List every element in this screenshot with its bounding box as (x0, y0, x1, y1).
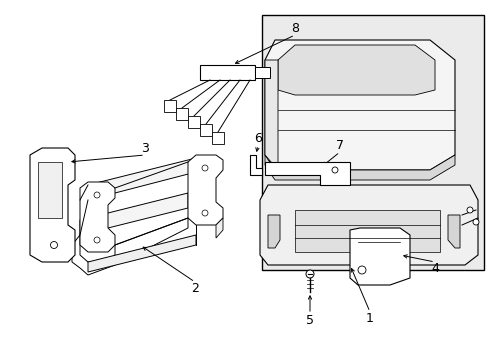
Circle shape (202, 165, 207, 171)
Circle shape (94, 192, 100, 198)
Circle shape (305, 270, 313, 278)
Polygon shape (80, 182, 115, 252)
Polygon shape (264, 40, 454, 170)
Text: 3: 3 (141, 141, 149, 154)
Text: 2: 2 (191, 282, 199, 294)
Circle shape (94, 237, 100, 243)
Polygon shape (447, 215, 459, 248)
Polygon shape (187, 116, 200, 128)
Circle shape (472, 219, 478, 225)
Text: 6: 6 (254, 131, 262, 144)
Polygon shape (163, 100, 176, 112)
Polygon shape (176, 108, 187, 120)
Polygon shape (264, 155, 454, 180)
Polygon shape (294, 210, 439, 252)
Polygon shape (254, 67, 269, 78)
Text: 5: 5 (305, 314, 313, 327)
Polygon shape (200, 124, 212, 136)
Circle shape (331, 167, 337, 173)
Polygon shape (88, 235, 196, 272)
Text: 4: 4 (430, 261, 438, 274)
Polygon shape (80, 193, 187, 235)
Text: 1: 1 (366, 311, 373, 324)
Polygon shape (278, 45, 434, 95)
Polygon shape (267, 215, 280, 248)
Circle shape (202, 210, 207, 216)
Polygon shape (262, 15, 483, 270)
Polygon shape (216, 218, 223, 238)
Polygon shape (264, 162, 349, 185)
Text: 8: 8 (290, 22, 298, 35)
Circle shape (357, 266, 365, 274)
Polygon shape (72, 218, 187, 275)
Polygon shape (187, 155, 223, 225)
Polygon shape (88, 158, 196, 200)
Polygon shape (212, 132, 224, 144)
Polygon shape (264, 60, 278, 170)
Polygon shape (30, 148, 75, 262)
Polygon shape (349, 228, 409, 285)
Polygon shape (260, 185, 477, 265)
Text: 7: 7 (335, 139, 343, 152)
Circle shape (50, 242, 58, 248)
Polygon shape (249, 155, 262, 175)
Circle shape (466, 207, 472, 213)
Polygon shape (200, 65, 254, 80)
Polygon shape (38, 162, 62, 218)
